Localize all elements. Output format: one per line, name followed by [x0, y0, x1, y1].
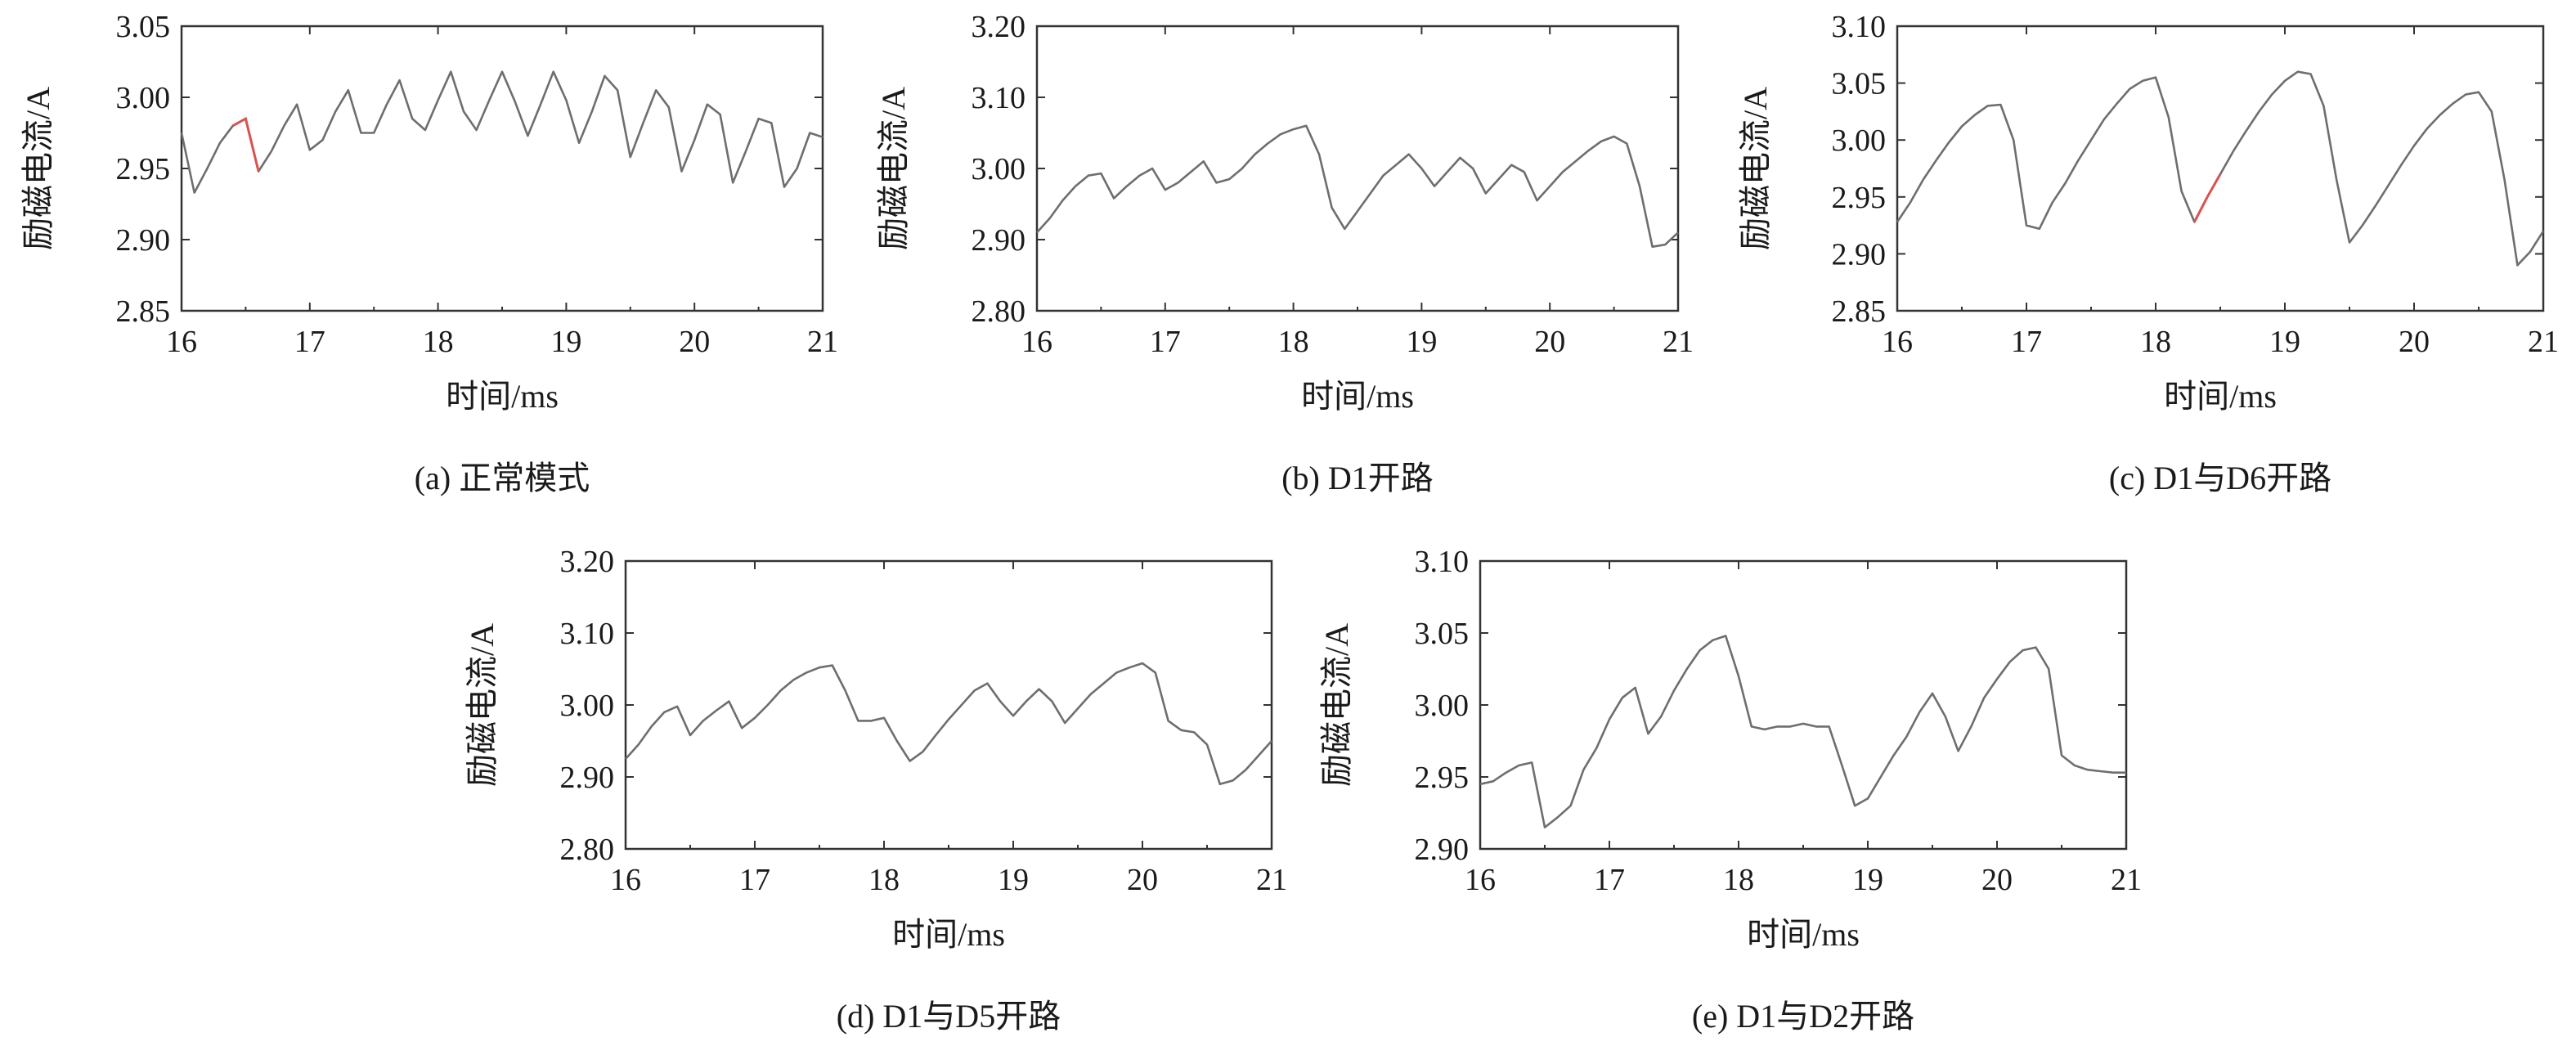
x-tick-label: 21 [2111, 863, 2142, 897]
x-tick-label: 19 [998, 863, 1029, 897]
x-axis-label: 时间/ms [446, 378, 559, 415]
y-axis-label: 励磁电流/A [1318, 623, 1355, 787]
y-axis-label: 励磁电流/A [464, 623, 500, 787]
y-tick-label: 3.10 [560, 617, 615, 651]
subplot-caption: (b) D1开路 [1281, 460, 1434, 496]
subplot-d: 16 17 18 19 20 21 2.80 2.90 3.00 3.10 3.20 时间/ms 励磁电… [464, 545, 1287, 1035]
y-tick-label: 3.05 [1832, 67, 1887, 101]
subplot-c: 16 17 18 19 20 21 2.85 2.90 2.95 3.00 3.05 3.10 时间/m… [1737, 10, 2559, 496]
x-tick-label: 20 [1534, 325, 1565, 359]
y-tick-label: 2.90 [560, 761, 615, 795]
x-tick-label: 17 [294, 325, 325, 359]
series-line [625, 662, 1272, 786]
subplot-a: 16 17 18 19 20 21 2.85 2.90 2.95 3.00 3.05 时间/ms 励磁电… [20, 10, 838, 496]
x-tick-label: 16 [1021, 325, 1052, 359]
y-axis-label: 励磁电流/A [1737, 87, 1774, 250]
x-tick-label: 19 [2269, 325, 2300, 359]
x-tick-label: 20 [2399, 325, 2430, 359]
y-tick-label: 2.95 [1832, 181, 1887, 215]
y-tick-label: 2.85 [116, 294, 171, 329]
x-axis-label: 时间/ms [892, 916, 1005, 953]
x-tick-label: 16 [1465, 863, 1496, 897]
x-tick-label: 21 [1256, 863, 1287, 897]
x-tick-label: 17 [1594, 863, 1625, 897]
x-tick-label: 18 [868, 863, 900, 897]
y-tick-label: 2.85 [1832, 294, 1887, 329]
x-axis-label: 时间/ms [1747, 916, 1860, 953]
x-tick-label: 18 [1723, 863, 1754, 897]
y-tick-label: 2.90 [1832, 237, 1887, 272]
subplot-caption: (d) D1与D5开路 [837, 998, 1061, 1035]
y-tick-label: 3.10 [1832, 10, 1887, 44]
y-tick-label: 2.95 [1415, 761, 1470, 795]
y-tick-label: 3.00 [1832, 123, 1887, 158]
x-axis-label: 时间/ms [1301, 378, 1414, 415]
x-tick-label: 19 [550, 325, 581, 359]
series-accent-segment [2193, 173, 2222, 223]
y-tick-label: 2.95 [116, 152, 171, 186]
x-tick-label: 21 [1663, 325, 1694, 359]
y-tick-label: 3.00 [116, 81, 171, 115]
y-tick-label: 3.10 [972, 81, 1026, 115]
plot-frame [1896, 25, 2545, 312]
y-tick-label: 3.05 [116, 10, 171, 44]
x-tick-label: 17 [1150, 325, 1181, 359]
y-tick-label: 3.10 [1415, 545, 1470, 579]
x-tick-label: 18 [1278, 325, 1309, 359]
series-line [180, 70, 824, 194]
subplot-e: 16 17 18 19 20 21 2.90 2.95 3.00 3.05 3.10 时间/ms 励磁电… [1318, 545, 2142, 1035]
subplot-b: 16 17 18 19 20 21 2.80 2.90 3.00 3.10 3.20 时间/ms 励磁电… [875, 10, 1694, 496]
y-tick-label: 3.05 [1415, 617, 1470, 651]
plot-frame [1479, 559, 2128, 851]
x-tick-label: 16 [1882, 325, 1913, 359]
plot-frame [180, 25, 824, 312]
plot-frame [1035, 25, 1680, 312]
y-axis-label: 励磁电流/A [20, 87, 56, 250]
x-tick-label: 20 [1127, 863, 1158, 897]
series-line [1896, 70, 2545, 267]
y-tick-label: 2.90 [116, 223, 171, 258]
x-tick-label: 20 [1981, 863, 2013, 897]
y-tick-label: 3.00 [1415, 689, 1470, 723]
y-tick-label: 3.20 [560, 545, 615, 579]
y-tick-label: 3.20 [972, 10, 1026, 44]
x-tick-label: 18 [2140, 325, 2171, 359]
y-tick-label: 3.00 [972, 152, 1026, 186]
x-axis-label: 时间/ms [2164, 378, 2277, 415]
series-line [1036, 124, 1679, 249]
x-tick-label: 20 [679, 325, 710, 359]
y-tick-label: 2.80 [560, 833, 615, 867]
y-tick-label: 2.90 [972, 223, 1026, 258]
x-tick-label: 19 [1406, 325, 1437, 359]
series-accent-segment [231, 116, 260, 172]
x-tick-label: 16 [166, 325, 197, 359]
x-tick-label: 18 [423, 325, 454, 359]
y-tick-label: 3.00 [560, 689, 615, 723]
x-tick-label: 19 [1852, 863, 1883, 897]
x-tick-label: 17 [739, 863, 770, 897]
x-tick-label: 21 [2528, 325, 2559, 359]
subplot-caption: (c) D1与D6开路 [2109, 460, 2331, 496]
subplot-caption: (a) 正常模式 [415, 460, 590, 496]
y-axis-label: 励磁电流/A [875, 87, 912, 250]
y-tick-label: 2.80 [972, 294, 1026, 329]
x-tick-label: 17 [2011, 325, 2042, 359]
x-tick-label: 16 [610, 863, 641, 897]
subplot-caption: (e) D1与D2开路 [1692, 998, 1914, 1035]
y-tick-label: 2.90 [1415, 833, 1470, 867]
series-line [1479, 635, 2126, 828]
x-tick-label: 21 [807, 325, 838, 359]
